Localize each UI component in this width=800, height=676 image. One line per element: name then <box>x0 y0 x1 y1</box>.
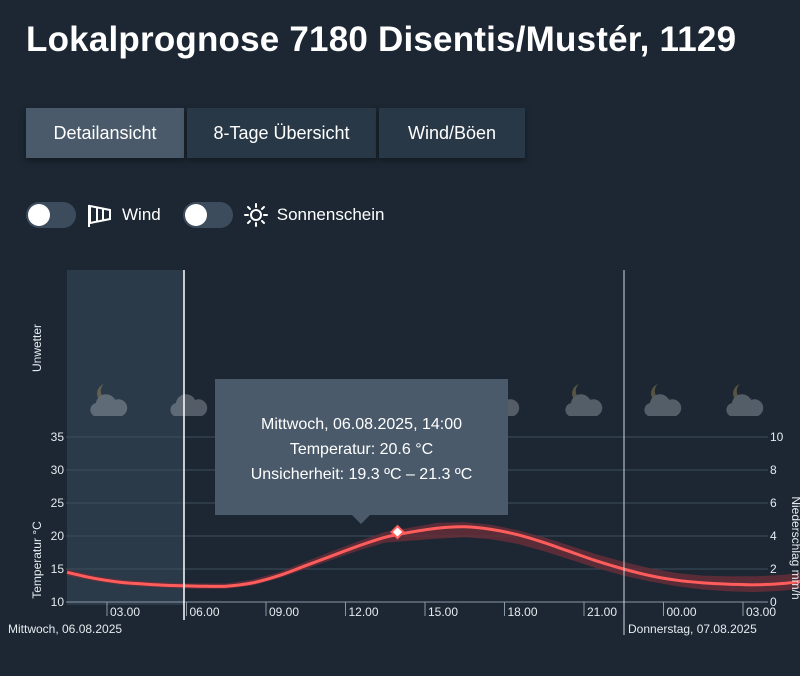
chart-tooltip: Mittwoch, 06.08.2025, 14:00 Temperatur: … <box>215 379 508 515</box>
time-axis: 03.00 06.00 09.00 12.00 15.00 18.00 21.00 00.00… <box>106 602 776 619</box>
sunshine-toggle-knob <box>184 204 207 226</box>
x-tick-label: 06.00 <box>189 605 219 619</box>
x-tick-label: 15.00 <box>428 605 458 619</box>
weather-icon-row <box>90 384 764 416</box>
y-tick-label: 10 <box>51 595 65 609</box>
hover-marker <box>390 524 405 540</box>
tab-wind-boeen[interactable]: Wind/Böen <box>379 108 525 158</box>
view-tabs: Detailansicht 8-Tage Übersicht Wind/Böen <box>26 108 528 158</box>
wind-toggle-knob <box>28 204 50 226</box>
y-tick-label: 30 <box>51 463 65 477</box>
wind-toggle-group: Wind <box>26 202 161 228</box>
precipitation-axis-title: Niederschlag mm/h <box>789 496 800 599</box>
wind-toggle-label: Wind <box>122 205 161 224</box>
temperature-axis: 10 15 20 25 30 35 <box>51 430 65 609</box>
page-title: Lokalprognose 7180 Disentis/Mustér, 1129 <box>26 20 737 59</box>
tab-8-tage-uebersicht[interactable]: 8-Tage Übersicht <box>187 108 376 158</box>
wind-toggle[interactable] <box>26 202 76 228</box>
x-tick-label: 12.00 <box>348 605 378 619</box>
x-tick-label: 03.00 <box>746 605 776 619</box>
sunshine-toggle-label: Sonnenschein <box>276 205 385 224</box>
y-tick-label: 20 <box>51 529 65 543</box>
sun-toggle-group: Sonnenschein <box>182 202 385 228</box>
tooltip-uncertainty: Unsicherheit: 19.3 ºC – 21.3 ºC <box>250 466 473 483</box>
hover-point[interactable] <box>390 524 405 540</box>
tooltip-temperature: Temperatur: 20.6 °C <box>289 441 434 458</box>
unwetter-label: Unwetter <box>30 324 44 372</box>
x-tick-label: 09.00 <box>269 605 299 619</box>
day-label-right: Donnerstag, 07.08.2025 <box>628 622 757 636</box>
sun-icon <box>243 202 269 228</box>
sunshine-toggle[interactable] <box>182 202 233 228</box>
x-tick-label: 00.00 <box>666 605 696 619</box>
temperature-line <box>66 525 800 588</box>
night-cloudy-icon <box>90 384 128 416</box>
overlay-toggles: Wind Sonnenschein <box>26 202 407 228</box>
precipitation-axis: 0 2 4 6 8 10 <box>770 430 784 609</box>
y2-tick-label: 6 <box>770 496 777 510</box>
y2-tick-label: 4 <box>770 529 777 543</box>
y-tick-label: 25 <box>51 496 65 510</box>
cloud-icon <box>170 394 208 416</box>
temperature-axis-title: Temperatur °C <box>30 521 44 599</box>
tooltip-arrow <box>352 515 370 524</box>
night-cloudy-icon <box>644 384 682 416</box>
day-label-left: Mittwoch, 06.08.2025 <box>8 622 122 636</box>
y2-tick-label: 0 <box>770 595 777 609</box>
tooltip-date: Mittwoch, 06.08.2025, 14:00 <box>260 416 463 433</box>
x-tick-label: 21.00 <box>587 605 617 619</box>
night-cloudy-icon <box>565 384 603 416</box>
y-tick-label: 15 <box>51 562 65 576</box>
x-tick-label: 03.00 <box>110 605 140 619</box>
y-tick-label: 35 <box>51 430 65 444</box>
windsock-icon <box>86 202 114 228</box>
y2-tick-label: 2 <box>770 562 777 576</box>
y2-tick-label: 8 <box>770 463 777 477</box>
x-tick-label: 18.00 <box>507 605 537 619</box>
night-cloudy-icon <box>726 384 764 416</box>
y2-tick-label: 10 <box>770 430 784 444</box>
tab-detailansicht[interactable]: Detailansicht <box>26 108 184 158</box>
